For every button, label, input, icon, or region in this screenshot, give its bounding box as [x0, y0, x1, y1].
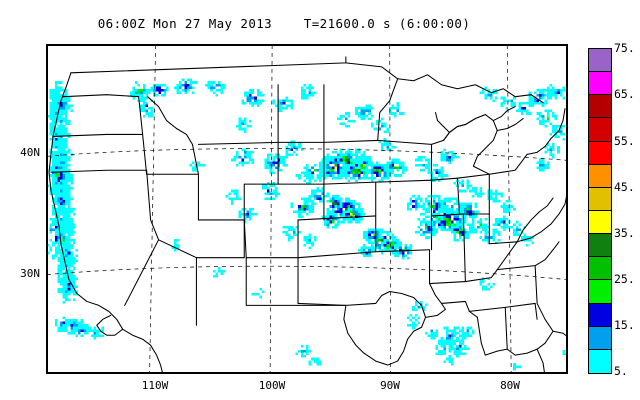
colorbar — [588, 48, 612, 374]
colorbar-tick-35: 35. — [614, 226, 635, 240]
lat-label-40n: 40N — [20, 146, 40, 159]
lon-label-110w: 110W — [141, 379, 169, 392]
colorbar-tick-15: 15. — [614, 318, 635, 332]
colorbar-band-40 — [589, 210, 611, 235]
colorbar-band-75 — [589, 49, 611, 73]
colorbar-band-65 — [589, 95, 611, 119]
colorbar-band-45 — [589, 187, 611, 211]
colorbar-band-15 — [589, 326, 611, 350]
colorbar-band-60 — [589, 118, 611, 142]
colorbar-tick-25: 25. — [614, 272, 635, 286]
graticule-gridlines — [47, 45, 567, 373]
colorbar-band-70 — [589, 72, 611, 96]
colorbar-tick-55: 55. — [614, 134, 635, 148]
political-boundaries — [48, 56, 567, 373]
figure-title: 06:00Z Mon 27 May 2013 T=21600.0 s (6:00… — [97, 16, 471, 31]
colorbar-band-25 — [589, 280, 611, 304]
map-canvas — [47, 45, 567, 373]
colorbar-band-50 — [589, 164, 611, 188]
colorbar-band-55 — [589, 141, 611, 165]
lat-label-30n: 30N — [20, 267, 40, 280]
colorbar-tick-75: 75. — [614, 41, 635, 55]
colorbar-tick-45: 45. — [614, 180, 635, 194]
colorbar-band-35 — [589, 234, 611, 258]
colorbar-band-20 — [589, 303, 611, 327]
colorbar-band-30 — [589, 257, 611, 281]
map-panel — [46, 44, 568, 374]
lon-label-90w: 90W — [380, 379, 400, 392]
colorbar-tick-5: 5. — [614, 364, 628, 378]
colorbar-tick-65: 65. — [614, 87, 635, 101]
colorbar-band-10 — [589, 349, 611, 373]
lon-label-80w: 80W — [500, 379, 520, 392]
lon-label-100w: 100W — [258, 379, 286, 392]
